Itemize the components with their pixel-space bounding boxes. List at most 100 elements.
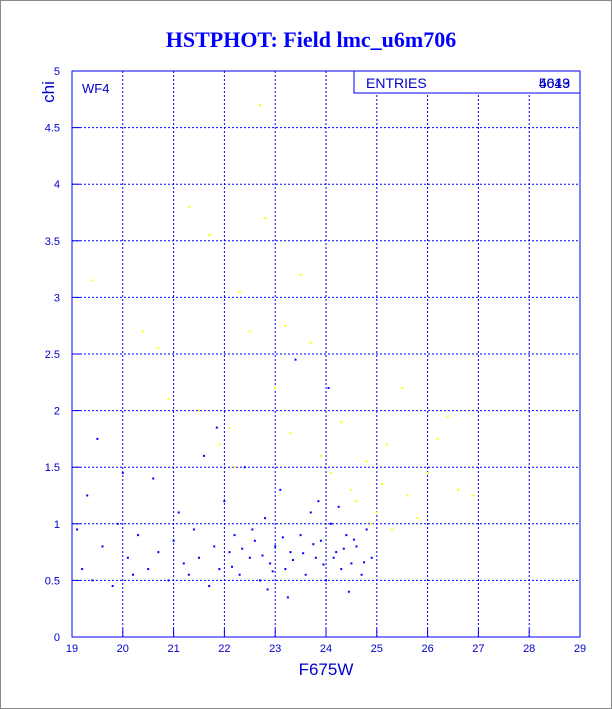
point (91, 579, 94, 582)
point (406, 494, 409, 497)
point (332, 556, 335, 559)
y-tick-label: 3.5 (45, 236, 60, 248)
point (330, 471, 333, 474)
point (327, 386, 330, 389)
point (233, 534, 236, 537)
point (309, 511, 312, 514)
point (302, 552, 305, 555)
y-tick-label: 4.5 (45, 123, 60, 135)
y-tick-label: 3 (54, 292, 60, 304)
point (312, 543, 315, 546)
point (203, 454, 206, 457)
point (325, 579, 327, 582)
point (253, 539, 256, 542)
point (182, 562, 185, 565)
point (96, 437, 99, 440)
point (86, 494, 89, 497)
point (241, 547, 244, 550)
point (370, 556, 373, 559)
point (322, 563, 325, 566)
point (274, 545, 277, 548)
point (218, 443, 221, 446)
point (401, 386, 404, 389)
point (294, 358, 297, 361)
x-tick-label: 29 (574, 643, 586, 655)
point (233, 466, 236, 469)
point (304, 573, 307, 576)
x-tick-label: 25 (371, 643, 383, 655)
point (385, 443, 388, 446)
point (350, 488, 353, 491)
point (208, 585, 211, 588)
point (243, 466, 246, 469)
point (319, 454, 322, 457)
point (299, 273, 302, 276)
point (187, 205, 190, 208)
point (248, 330, 251, 333)
point (271, 570, 274, 573)
point (187, 573, 190, 576)
point (111, 585, 114, 588)
x-tick-label: 21 (167, 643, 179, 655)
point (335, 551, 338, 554)
point (223, 500, 226, 503)
panel-label: WF4 (82, 81, 109, 96)
point (238, 290, 241, 293)
x-tick-label: 20 (117, 643, 129, 655)
point (228, 426, 231, 429)
point (266, 588, 269, 591)
point (436, 437, 439, 440)
x-tick-label: 26 (421, 643, 433, 655)
point (291, 559, 294, 562)
point (314, 556, 317, 559)
chart-title: HSTPHOT: Field lmc_u6m706 (166, 27, 456, 52)
point (289, 551, 292, 554)
point (370, 522, 373, 525)
y-tick-label: 1.5 (45, 462, 60, 474)
point (261, 554, 264, 557)
point (238, 573, 241, 576)
point (126, 556, 129, 559)
point (172, 539, 175, 542)
point (215, 426, 218, 429)
point (281, 536, 284, 539)
point (319, 539, 322, 542)
point (258, 579, 261, 582)
point (228, 551, 231, 554)
point (121, 471, 124, 474)
y-axis-label: chi (39, 81, 58, 103)
point (309, 341, 312, 344)
point (208, 234, 211, 237)
point (274, 386, 277, 389)
point (391, 528, 394, 531)
point (264, 517, 267, 520)
point (198, 409, 200, 412)
stats-value: 5649 (539, 75, 570, 91)
point (284, 324, 287, 327)
point (380, 483, 383, 486)
point (157, 551, 160, 554)
point (330, 522, 333, 525)
stats-label: ENTRIES (366, 75, 427, 91)
point (142, 330, 145, 333)
point (347, 590, 350, 593)
point (299, 534, 302, 537)
point (116, 522, 119, 525)
point (457, 488, 460, 491)
point (147, 568, 150, 571)
point (131, 573, 134, 576)
x-tick-label: 28 (523, 643, 535, 655)
x-tick-label: 27 (472, 643, 484, 655)
point (251, 528, 254, 531)
point (218, 568, 221, 571)
stats-value: 4013 (539, 75, 570, 91)
point (231, 565, 234, 568)
y-tick-label: 2 (54, 406, 60, 418)
y-tick-label: 1 (54, 519, 60, 531)
point (350, 562, 353, 565)
point (355, 500, 358, 503)
point (337, 505, 340, 508)
x-tick-label: 22 (218, 643, 230, 655)
point (269, 562, 272, 565)
